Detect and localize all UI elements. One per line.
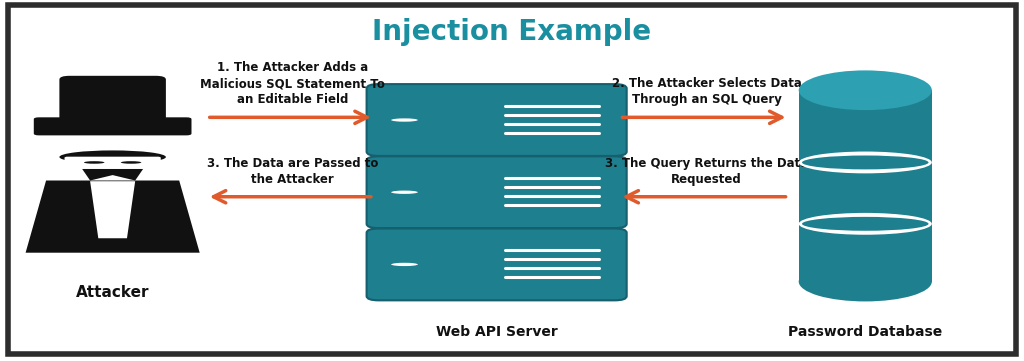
Ellipse shape [799, 262, 932, 301]
Ellipse shape [802, 217, 929, 231]
Ellipse shape [59, 151, 166, 164]
Ellipse shape [84, 161, 104, 164]
Text: Web API Server: Web API Server [436, 325, 557, 339]
Text: 1. The Attacker Adds a
Malicious SQL Statement To
an Editable Field: 1. The Attacker Adds a Malicious SQL Sta… [201, 61, 385, 106]
Text: 3. The Query Returns the Data
Requested: 3. The Query Returns the Data Requested [605, 157, 808, 186]
Text: Injection Example: Injection Example [373, 18, 651, 47]
Polygon shape [90, 181, 135, 238]
FancyBboxPatch shape [367, 84, 627, 156]
Polygon shape [82, 169, 143, 180]
Text: 2. The Attacker Selects Data
Through an SQL Query: 2. The Attacker Selects Data Through an … [611, 78, 802, 106]
Ellipse shape [802, 156, 929, 169]
FancyBboxPatch shape [65, 157, 161, 169]
FancyBboxPatch shape [367, 156, 627, 228]
Ellipse shape [391, 191, 418, 194]
Text: Password Database: Password Database [788, 325, 942, 339]
Text: 3. The Data are Passed to
the Attacker: 3. The Data are Passed to the Attacker [207, 157, 379, 186]
Ellipse shape [391, 263, 418, 266]
Polygon shape [26, 180, 200, 253]
Text: Attacker: Attacker [76, 285, 150, 300]
FancyBboxPatch shape [799, 90, 932, 282]
FancyBboxPatch shape [367, 229, 627, 300]
Ellipse shape [799, 152, 932, 173]
Ellipse shape [391, 118, 418, 122]
Ellipse shape [121, 161, 141, 164]
FancyBboxPatch shape [59, 76, 166, 130]
Ellipse shape [799, 213, 932, 235]
FancyBboxPatch shape [8, 5, 1016, 354]
FancyBboxPatch shape [34, 117, 191, 135]
Ellipse shape [799, 70, 932, 110]
